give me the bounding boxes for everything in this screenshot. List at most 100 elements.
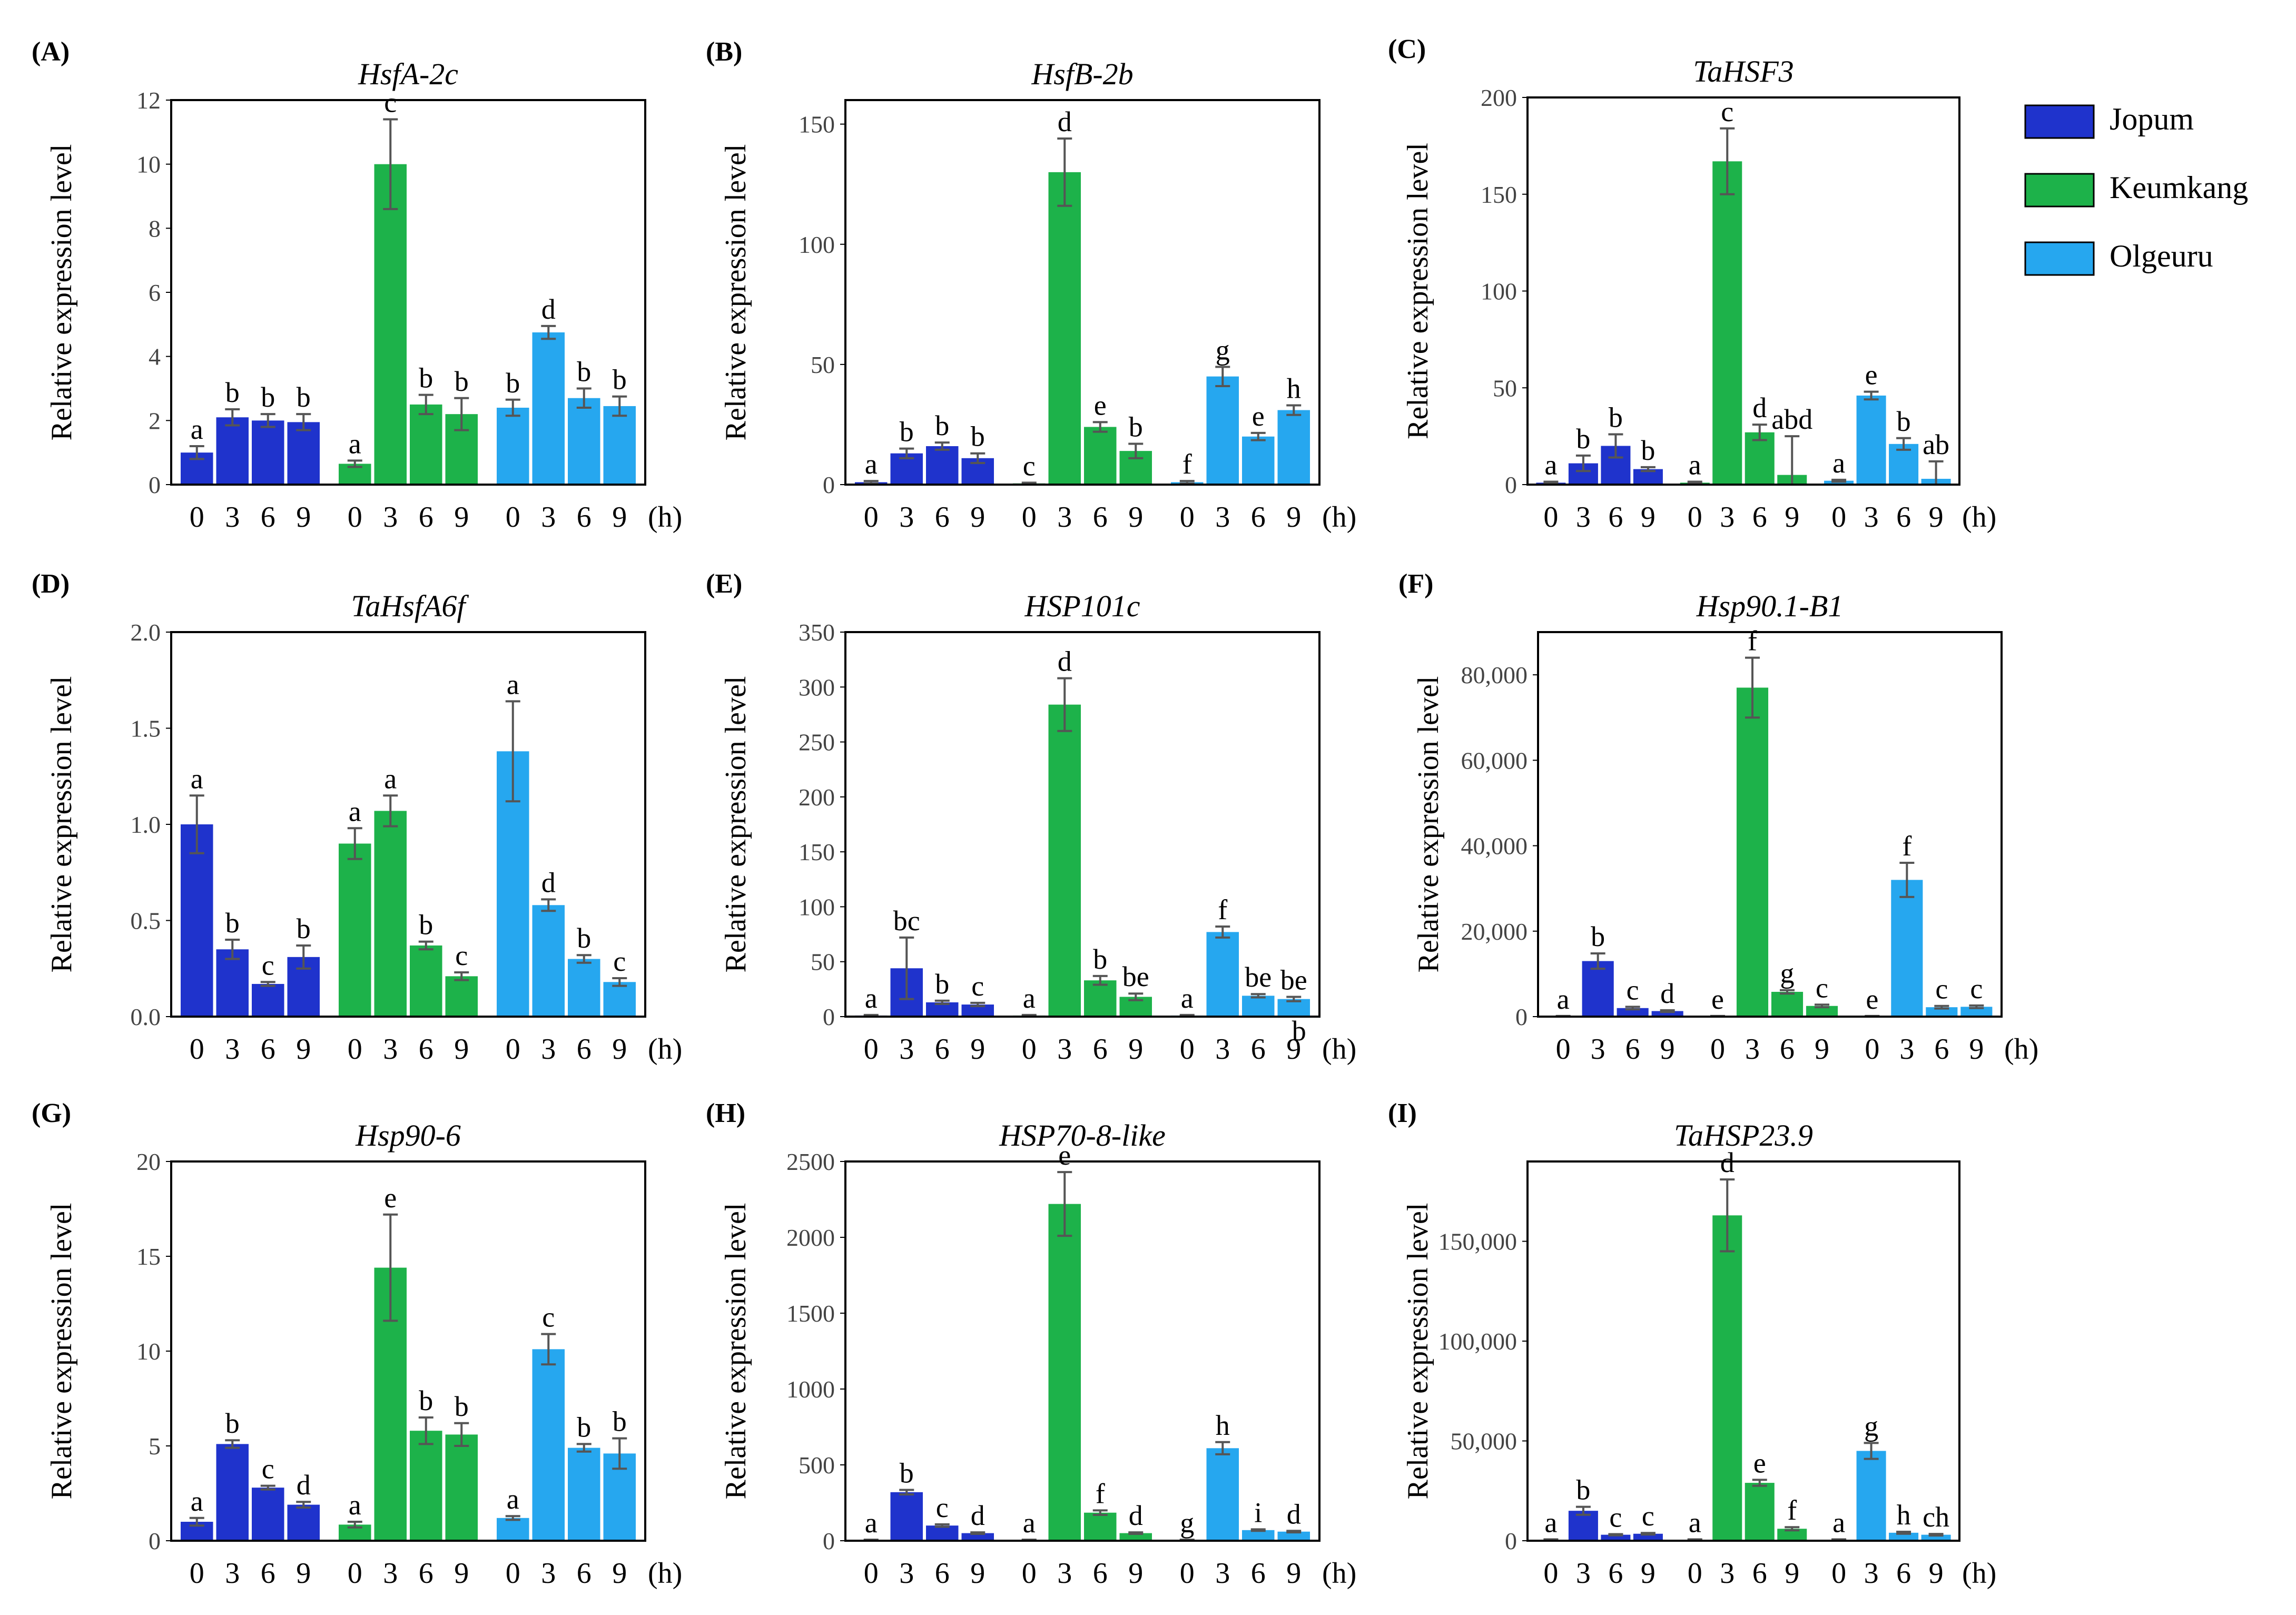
x-tick-label: 6 xyxy=(1752,1557,1767,1590)
panel-label: (E) xyxy=(706,569,742,599)
panel-label: (I) xyxy=(1388,1098,1417,1128)
bar-jopum-3h xyxy=(1582,961,1614,1017)
legend-swatch-jopum xyxy=(2024,104,2095,139)
plot-frame xyxy=(170,631,646,1018)
x-tick-label: 9 xyxy=(612,1033,627,1066)
significance-letter: d xyxy=(1058,106,1072,137)
x-tick-label: 9 xyxy=(1660,1033,1675,1066)
y-tick-label: 50 xyxy=(1493,375,1517,401)
significance-letter: b xyxy=(577,922,591,954)
significance-letter: ch xyxy=(1923,1501,1949,1533)
bar-jopum-9h xyxy=(1651,1011,1683,1017)
y-tick-label: 12 xyxy=(136,87,161,114)
y-tick-label: 150 xyxy=(799,839,835,865)
x-tick-label: 6 xyxy=(1896,501,1911,534)
significance-letter: e xyxy=(1094,389,1107,421)
y-tick-label: 100 xyxy=(799,893,835,920)
x-tick-label: 6 xyxy=(1752,501,1767,534)
x-tick-label: 9 xyxy=(454,1557,469,1590)
significance-letter: b xyxy=(455,1391,469,1422)
chart-title: Hsp90.1-B1 xyxy=(1696,589,1844,623)
significance-letter: b xyxy=(900,1458,914,1489)
x-unit-label: (h) xyxy=(648,501,682,534)
bar-olgeuru-3h xyxy=(1856,1451,1886,1541)
x-tick-label: 0 xyxy=(864,501,879,534)
x-tick-label: 3 xyxy=(899,1557,914,1590)
x-tick-label: 9 xyxy=(612,1557,627,1590)
chart-panel-6: (F) Hsp90.1-B1 0 20,000 40,000 60,000 80,000 Re… xyxy=(1398,569,2038,1066)
significance-letter: e xyxy=(1252,400,1265,432)
bar-olgeuru-0h xyxy=(497,408,529,485)
significance-letter: a xyxy=(865,1507,878,1539)
significance-letter: c xyxy=(262,949,274,981)
y-tick-label: 0 xyxy=(1515,1003,1528,1030)
x-tick-label: 0 xyxy=(1831,501,1846,534)
significance-letter: a xyxy=(865,448,878,480)
x-tick-label: 3 xyxy=(1215,1557,1230,1590)
y-tick-label: 0 xyxy=(823,471,835,498)
bar-olgeuru-6h xyxy=(568,1447,600,1541)
bar-keumkang-6h xyxy=(1745,1483,1775,1541)
x-tick-label: 0 xyxy=(1180,501,1195,534)
bar-keumkang-3h xyxy=(374,164,407,485)
bar-olgeuru-6h xyxy=(1242,1530,1275,1541)
x-tick-label: 6 xyxy=(1251,1033,1266,1066)
chart-title: Hsp90-6 xyxy=(355,1118,461,1153)
significance-letter: c xyxy=(262,1453,274,1485)
significance-letter: b xyxy=(613,364,627,396)
x-tick-label: 9 xyxy=(970,1557,985,1590)
significance-letter: be xyxy=(1280,964,1307,996)
chart-title: HSP101c xyxy=(1024,589,1140,623)
y-tick-label: 2 xyxy=(149,407,161,434)
significance-letter: be xyxy=(1245,961,1272,993)
significance-letter: g xyxy=(1864,1410,1878,1442)
y-tick-label: 150 xyxy=(1481,181,1517,208)
y-tick-label: 2500 xyxy=(786,1148,835,1175)
chart-title: HSP70-8-like xyxy=(999,1118,1166,1153)
x-tick-label: 0 xyxy=(1543,1557,1558,1590)
significance-letter: a xyxy=(1689,1506,1701,1538)
bar-jopum-3h xyxy=(216,1444,249,1541)
chart-panel-3: (C) TaHSF3 0 50 100 150 200 Relative expression… xyxy=(1388,34,1996,534)
x-tick-label: 9 xyxy=(1286,1033,1301,1066)
y-tick-label: 80,000 xyxy=(1461,662,1528,688)
significance-letter: e xyxy=(1711,983,1724,1015)
significance-letter: b xyxy=(419,1385,433,1416)
panel-label: (B) xyxy=(706,37,742,67)
significance-letter: c xyxy=(971,970,984,1002)
x-tick-label: 0 xyxy=(1556,1033,1571,1066)
bar-olgeuru-9h xyxy=(1921,1534,1951,1541)
x-tick-label: 6 xyxy=(1608,501,1623,534)
x-tick-label: 3 xyxy=(383,501,398,534)
bar-olgeuru-6h xyxy=(568,959,600,1017)
significance-letter: b xyxy=(297,381,311,413)
x-tick-label: 6 xyxy=(1780,1033,1795,1066)
x-tick-label: 0 xyxy=(348,1557,362,1590)
bar-olgeuru-9h xyxy=(1960,1007,1993,1017)
y-tick-label: 2000 xyxy=(786,1224,835,1251)
x-tick-label: 3 xyxy=(1057,1033,1072,1066)
x-tick-label: 6 xyxy=(261,1557,275,1590)
x-tick-label: 3 xyxy=(1215,501,1230,534)
x-tick-label: 3 xyxy=(1576,501,1591,534)
significance-letter: b xyxy=(225,377,240,408)
significance-letter: d xyxy=(541,866,556,898)
x-tick-label: 0 xyxy=(506,1557,520,1590)
x-tick-label: 3 xyxy=(383,1033,398,1066)
y-tick-label: 0 xyxy=(823,1528,835,1554)
significance-letter: b xyxy=(1609,401,1623,433)
significance-letter: a xyxy=(349,1489,361,1521)
x-unit-label: (h) xyxy=(1962,1557,1996,1590)
x-tick-label: 0 xyxy=(864,1557,879,1590)
plot-frame xyxy=(844,99,1321,486)
x-tick-label: 9 xyxy=(970,1033,985,1066)
chart-panel-8: (H) HSP70-8-like 0 500 1000 1500 2000 2500 Relat… xyxy=(706,1098,1356,1590)
significance-letter: c xyxy=(1721,96,1733,127)
x-tick-label: 0 xyxy=(1180,1557,1195,1590)
significance-letter: h xyxy=(1897,1499,1911,1531)
legend-swatch-keumkang xyxy=(2024,173,2095,208)
significance-letter: e xyxy=(1058,1139,1071,1171)
significance-letter: a xyxy=(1544,1506,1557,1538)
significance-letter: b xyxy=(419,362,433,394)
bar-jopum-6h xyxy=(1601,1534,1631,1541)
